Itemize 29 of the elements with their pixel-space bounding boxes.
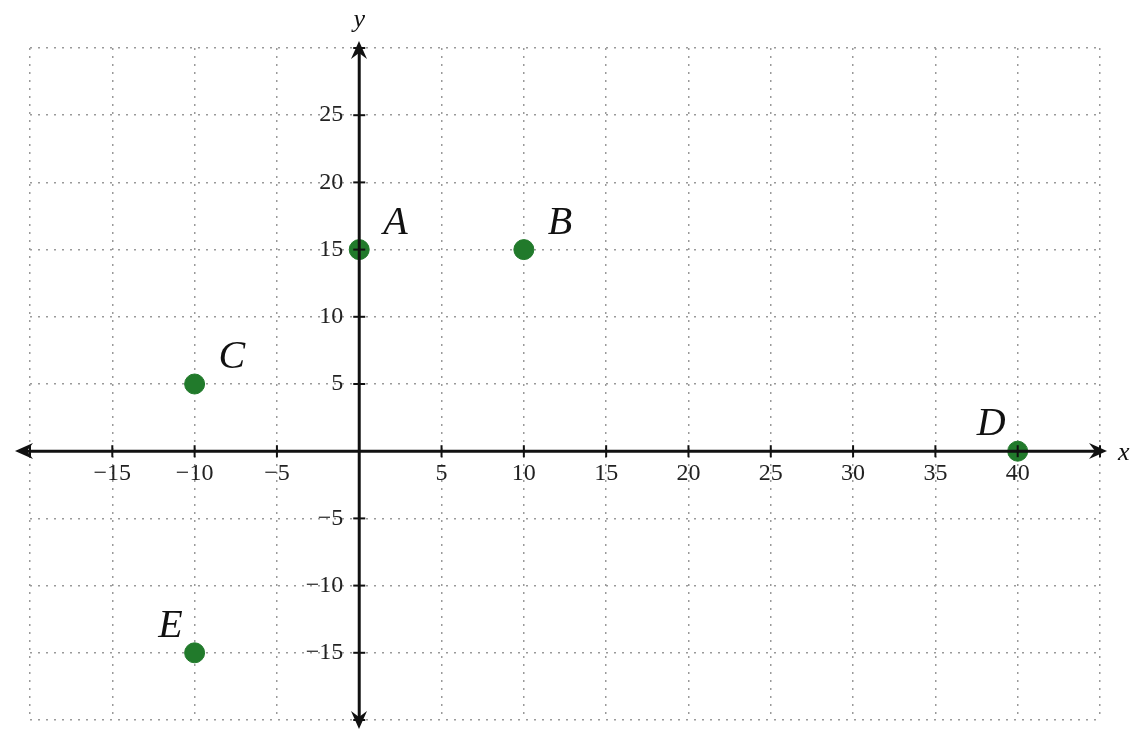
y-tick-label: 5: [331, 369, 344, 396]
y-tick-label: 20: [319, 167, 344, 194]
y-axis-title: y: [350, 3, 366, 33]
annotation: B: [547, 197, 573, 243]
x-tick-label: 35: [923, 458, 948, 485]
y-tick-label: 25: [319, 100, 344, 127]
point: [184, 373, 206, 395]
y-tick-label: −15: [305, 638, 344, 665]
y-tick-label: −5: [317, 503, 344, 530]
x-tick-label: 30: [841, 458, 866, 485]
x-tick-label: 20: [676, 458, 701, 485]
annotation: D: [975, 399, 1006, 445]
x-tick-label: −5: [264, 458, 290, 485]
point: [184, 642, 206, 664]
y-tick-label: 10: [319, 302, 344, 329]
x-tick-label: 5: [435, 458, 448, 485]
x-tick-label: −10: [175, 458, 214, 485]
x-tick-label: 25: [758, 458, 783, 485]
annotation: C: [218, 332, 247, 377]
y-tick-label: −10: [305, 570, 344, 597]
x-tick-label: 40: [1005, 458, 1030, 485]
annotation: E: [157, 600, 183, 646]
point: [513, 239, 535, 261]
annotation: A: [380, 197, 409, 243]
x-axis-title: x: [1117, 437, 1130, 467]
x-tick-label: 15: [594, 458, 619, 485]
y-tick-label: 15: [319, 234, 344, 261]
x-tick-label: −15: [93, 458, 132, 485]
x-tick-label: 10: [511, 458, 536, 485]
